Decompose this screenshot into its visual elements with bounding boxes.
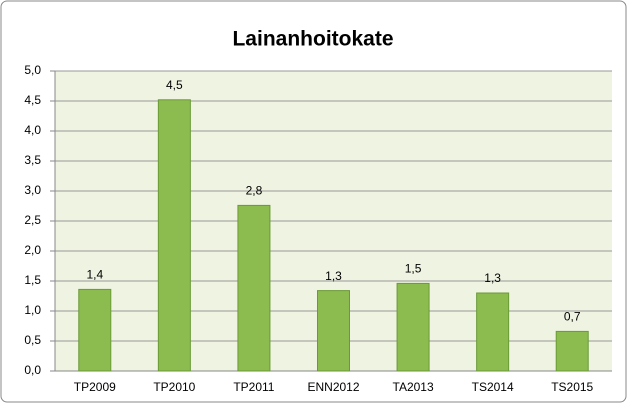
bar [237, 204, 271, 372]
data-label: 1,4 [86, 268, 103, 282]
x-tick-label: TP2010 [153, 380, 195, 394]
x-tick-label: TA2013 [393, 380, 434, 394]
y-tick-label: 1,0 [24, 303, 41, 317]
x-tick-label: TP2011 [233, 380, 274, 394]
bar [157, 99, 191, 372]
data-label: 1,5 [405, 262, 422, 276]
x-tick-label: TS2015 [551, 380, 593, 394]
y-tick-label: 5,0 [24, 63, 41, 77]
y-tick-label: 0,5 [24, 333, 41, 347]
bar [555, 330, 589, 372]
x-tick-label: TS2014 [472, 380, 514, 394]
bar [78, 288, 112, 372]
y-tick-label: 4,0 [24, 123, 41, 137]
x-tick-label: TP2009 [74, 380, 116, 394]
bar [476, 292, 510, 372]
y-tick-label: 3,5 [24, 153, 41, 167]
data-label: 2,8 [246, 184, 263, 198]
y-tick-label: 1,5 [24, 273, 41, 287]
bar [396, 282, 430, 372]
data-label: 4,5 [166, 78, 183, 92]
y-tick-label: 2,0 [24, 243, 41, 257]
y-tick-label: 0,0 [24, 363, 41, 377]
x-tick-label: ENN2012 [307, 380, 359, 394]
y-tick-label: 2,5 [24, 213, 41, 227]
data-label: 1,3 [325, 269, 342, 283]
y-tick-label: 3,0 [24, 183, 41, 197]
y-tick-label: 4,5 [24, 93, 41, 107]
chart-title: Lainanhoitokate [232, 28, 393, 51]
data-label: 1,3 [484, 271, 501, 285]
data-label: 0,7 [564, 310, 581, 324]
bar [317, 290, 350, 372]
